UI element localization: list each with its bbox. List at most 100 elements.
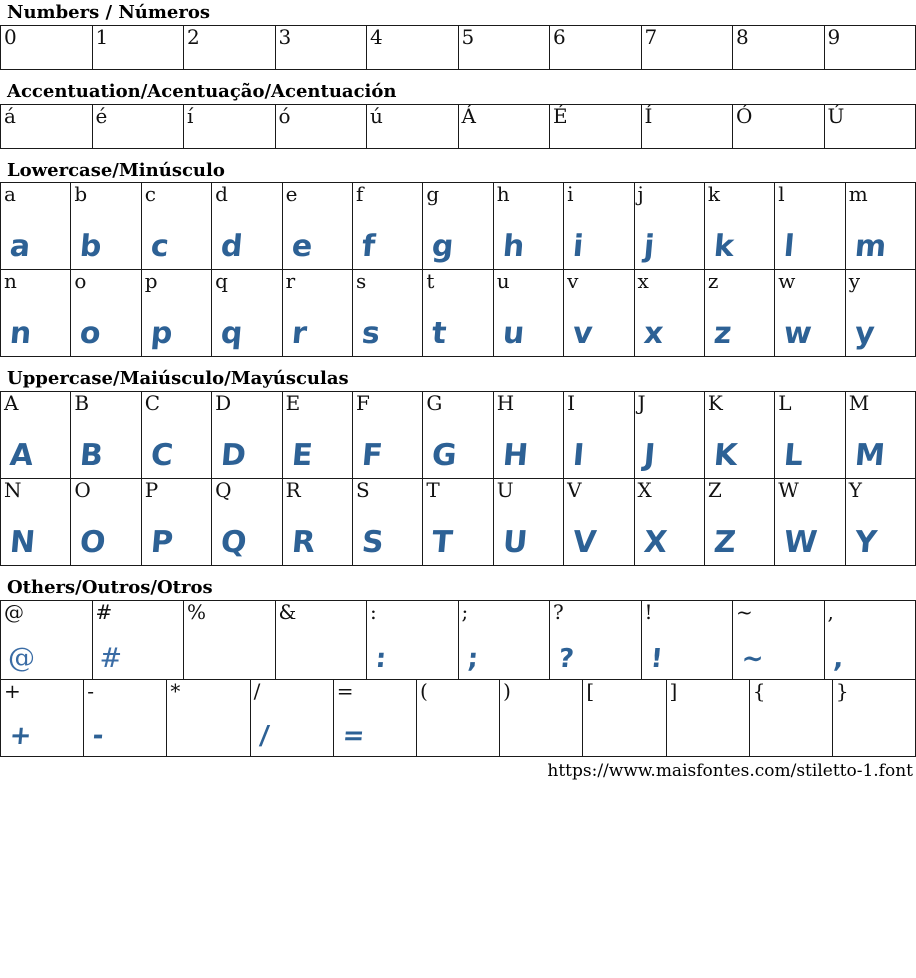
char-glyph: ;	[459, 646, 551, 679]
char-glyph: d	[212, 232, 282, 269]
char-label: %	[184, 601, 275, 623]
char-glyph: C	[142, 441, 212, 478]
char-glyph: s	[353, 319, 423, 356]
char-label: 3	[276, 26, 367, 48]
char-label: í	[184, 105, 275, 127]
char-glyph: #	[93, 645, 184, 679]
char-glyph: J	[635, 441, 705, 478]
char-label: O	[71, 479, 140, 501]
char-label: G	[423, 392, 492, 414]
char-glyph	[500, 749, 583, 756]
char-label: v	[564, 270, 633, 292]
char-label: É	[550, 105, 641, 127]
char-glyph	[642, 62, 733, 69]
char-glyph	[833, 749, 916, 756]
char-glyph: ~	[733, 646, 825, 679]
char-cell: 6	[549, 25, 642, 70]
section-title-lowercase: Lowercase/Minúsculo	[7, 161, 916, 181]
char-label: j	[635, 183, 704, 205]
char-glyph	[642, 141, 733, 148]
char-label: N	[1, 479, 70, 501]
char-cell: ]	[666, 679, 750, 757]
char-glyph	[750, 749, 833, 756]
char-glyph: l	[775, 232, 845, 269]
char-label: c	[142, 183, 211, 205]
char-glyph: R	[283, 528, 353, 565]
char-label: 5	[459, 26, 550, 48]
char-label: n	[1, 270, 70, 292]
char-cell: //	[250, 679, 334, 757]
char-glyph: b	[71, 232, 141, 269]
char-label: ó	[276, 105, 367, 127]
char-label: ;	[459, 601, 550, 623]
char-glyph	[550, 141, 641, 148]
char-label: R	[283, 479, 352, 501]
char-label: A	[1, 392, 70, 414]
char-label: Á	[459, 105, 550, 127]
char-label: Y	[846, 479, 915, 501]
char-glyph: -	[84, 723, 167, 756]
char-label: ~	[733, 601, 824, 623]
char-label: a	[1, 183, 70, 205]
char-cell: ó	[275, 104, 368, 149]
char-label: b	[71, 183, 140, 205]
char-glyph: y	[846, 319, 916, 356]
char-label: f	[353, 183, 422, 205]
char-glyph	[367, 62, 458, 69]
char-label: d	[212, 183, 281, 205]
char-label: (	[417, 680, 499, 702]
char-label: W	[775, 479, 844, 501]
char-label: I	[564, 392, 633, 414]
char-label: #	[93, 601, 184, 623]
char-glyph	[276, 672, 367, 679]
char-glyph: V	[564, 528, 634, 565]
source-url: https://www.maisfontes.com/stiletto-1.fo…	[0, 757, 916, 781]
char-label: ?	[550, 601, 641, 623]
char-label: T	[423, 479, 492, 501]
char-label: /	[251, 680, 333, 702]
char-glyph: !	[642, 646, 734, 679]
char-glyph: H	[494, 441, 564, 478]
char-glyph: Y	[846, 528, 916, 565]
char-cell: *	[166, 679, 250, 757]
char-label: E	[283, 392, 352, 414]
char-label: =	[334, 680, 416, 702]
char-glyph: v	[564, 319, 634, 356]
char-glyph	[417, 749, 500, 756]
section-title-others: Others/Outros/Otros	[7, 578, 916, 598]
char-cell: É	[549, 104, 642, 149]
char-cell: í	[183, 104, 276, 149]
char-label: é	[93, 105, 184, 127]
char-glyph: I	[564, 441, 634, 478]
char-label: r	[283, 270, 352, 292]
char-cell: ##	[92, 600, 185, 680]
char-label: :	[367, 601, 458, 623]
char-glyph: f	[353, 232, 423, 269]
char-glyph: u	[494, 319, 564, 356]
char-label: Í	[642, 105, 733, 127]
char-glyph	[1, 141, 92, 148]
char-label: 6	[550, 26, 641, 48]
char-label: x	[635, 270, 704, 292]
